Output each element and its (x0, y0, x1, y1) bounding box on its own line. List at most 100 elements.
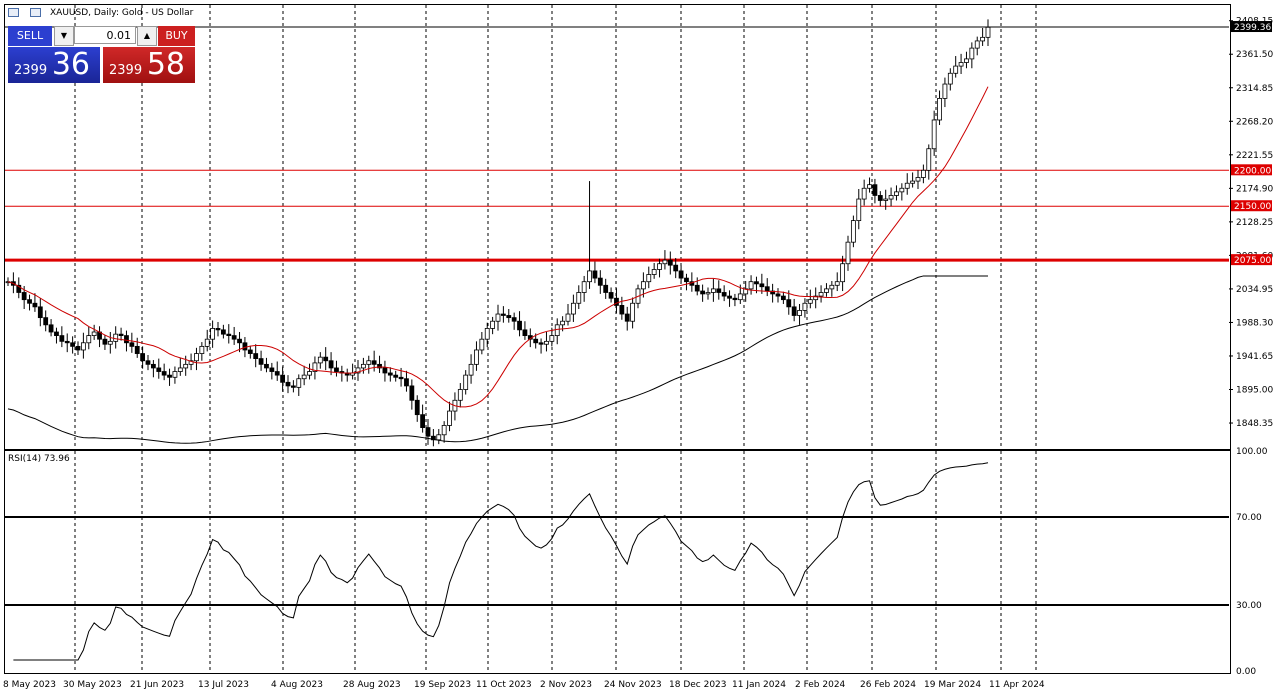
x-tick-label: 26 Feb 2024 (860, 680, 916, 690)
chart-title: XAUUSD, Daily: Gold - US Dollar (50, 8, 194, 18)
candle-body (797, 310, 802, 316)
buy-price-pips: 58 (146, 47, 185, 82)
candle-body (592, 270, 598, 279)
candle-body (150, 363, 156, 369)
candle-body (770, 290, 776, 295)
price-level-tag (1231, 200, 1272, 212)
rsi-tick-label: 30.00 (1236, 601, 1262, 611)
candle-body (915, 177, 921, 182)
candle-body (877, 195, 883, 201)
sell-price-pips: 36 (51, 47, 90, 82)
candle-body (727, 295, 732, 299)
lot-increase-button[interactable]: ▲ (137, 26, 157, 46)
price-level-label: 2200.00 (1234, 166, 1271, 176)
price-panel[interactable] (4, 4, 1231, 450)
candle-body (840, 263, 846, 283)
candle-body (614, 297, 619, 306)
candle-body (210, 328, 216, 340)
candle-body (253, 353, 259, 359)
sell-price-button[interactable]: 2399 36 (8, 47, 100, 83)
candle-body (926, 148, 932, 171)
lot-dropdown-button[interactable]: ▼ (54, 26, 74, 46)
rsi-panel[interactable] (4, 450, 1231, 674)
x-tick-label: 2 Feb 2024 (795, 680, 846, 690)
candle-body (468, 363, 474, 376)
candle-body (845, 241, 851, 265)
candle-body (673, 264, 679, 272)
x-tick-label: 24 Nov 2023 (604, 680, 662, 690)
candle-body (484, 328, 490, 340)
candle-body (398, 376, 404, 380)
price-level-tag (1231, 164, 1272, 176)
candle-body (554, 324, 560, 337)
chart-list-icon[interactable] (8, 8, 19, 17)
candle-body (107, 340, 113, 345)
candle-body (220, 329, 226, 335)
candle-body (409, 385, 415, 401)
candle-body (387, 372, 393, 376)
candle-body (43, 317, 49, 326)
candle-body (226, 333, 232, 337)
buy-button[interactable]: BUY (158, 26, 195, 46)
candle-body (334, 367, 339, 372)
candle-body (404, 378, 409, 387)
one-click-trading-panel: SELL ▼ 0.01 ▲ BUY 2399 36 2399 58 (8, 26, 195, 83)
candle-body (183, 363, 189, 369)
candle-body (32, 302, 38, 308)
candle-body (490, 320, 496, 329)
candle-body (630, 302, 636, 322)
current-price-label: 2399.36 (1234, 23, 1271, 33)
candle-body (786, 299, 792, 308)
candle-body (807, 299, 813, 304)
candle-body (414, 399, 420, 416)
candle-body (888, 195, 894, 200)
y-tick-label: 1941.65 (1236, 352, 1273, 362)
candle-body (172, 371, 178, 378)
candle-body (576, 292, 582, 304)
candle-body (323, 356, 329, 362)
candle-body (872, 184, 878, 196)
candle-body (657, 263, 662, 270)
candle-body (328, 360, 334, 369)
candle-body (522, 329, 528, 337)
candle-body (48, 324, 54, 333)
candle-body (931, 119, 937, 150)
candle-body (910, 180, 916, 184)
candle-body (581, 281, 587, 293)
x-tick-label: 11 Oct 2023 (476, 680, 532, 690)
candle-body (317, 356, 323, 364)
candle-body (280, 374, 286, 383)
y-tick-label: 2361.50 (1236, 50, 1273, 60)
candle-body (258, 358, 264, 365)
candle-body (113, 333, 119, 342)
candle-body (242, 342, 248, 351)
candle-body (360, 363, 366, 369)
y-tick-label: 1895.00 (1236, 386, 1273, 396)
y-tick-label: 2221.55 (1236, 151, 1273, 161)
sell-button[interactable]: SELL (8, 26, 52, 46)
x-tick-label: 13 Jul 2023 (198, 680, 249, 690)
candle-body (947, 72, 953, 85)
candle-body (759, 283, 765, 288)
lot-size-input[interactable]: 0.01 (74, 26, 136, 44)
candle-body (764, 286, 770, 292)
candle-body (366, 360, 372, 365)
candle-body (694, 284, 700, 292)
candle-body (517, 320, 522, 331)
price-level-tag (1231, 254, 1272, 266)
candle-body (920, 169, 926, 178)
candle-body (247, 349, 253, 354)
candle-body (425, 427, 431, 437)
buy-price-button[interactable]: 2399 58 (103, 47, 195, 83)
candle-body (59, 335, 65, 342)
candle-body (904, 182, 910, 189)
candle-body (199, 345, 205, 354)
chart-type-icon[interactable] (30, 8, 41, 17)
candle-body (748, 281, 754, 290)
candle-body (420, 414, 426, 428)
candle-body (70, 342, 76, 347)
candle-body (824, 288, 829, 293)
candle-body (237, 338, 242, 344)
candle-body (883, 198, 889, 201)
candle-body (980, 36, 986, 42)
